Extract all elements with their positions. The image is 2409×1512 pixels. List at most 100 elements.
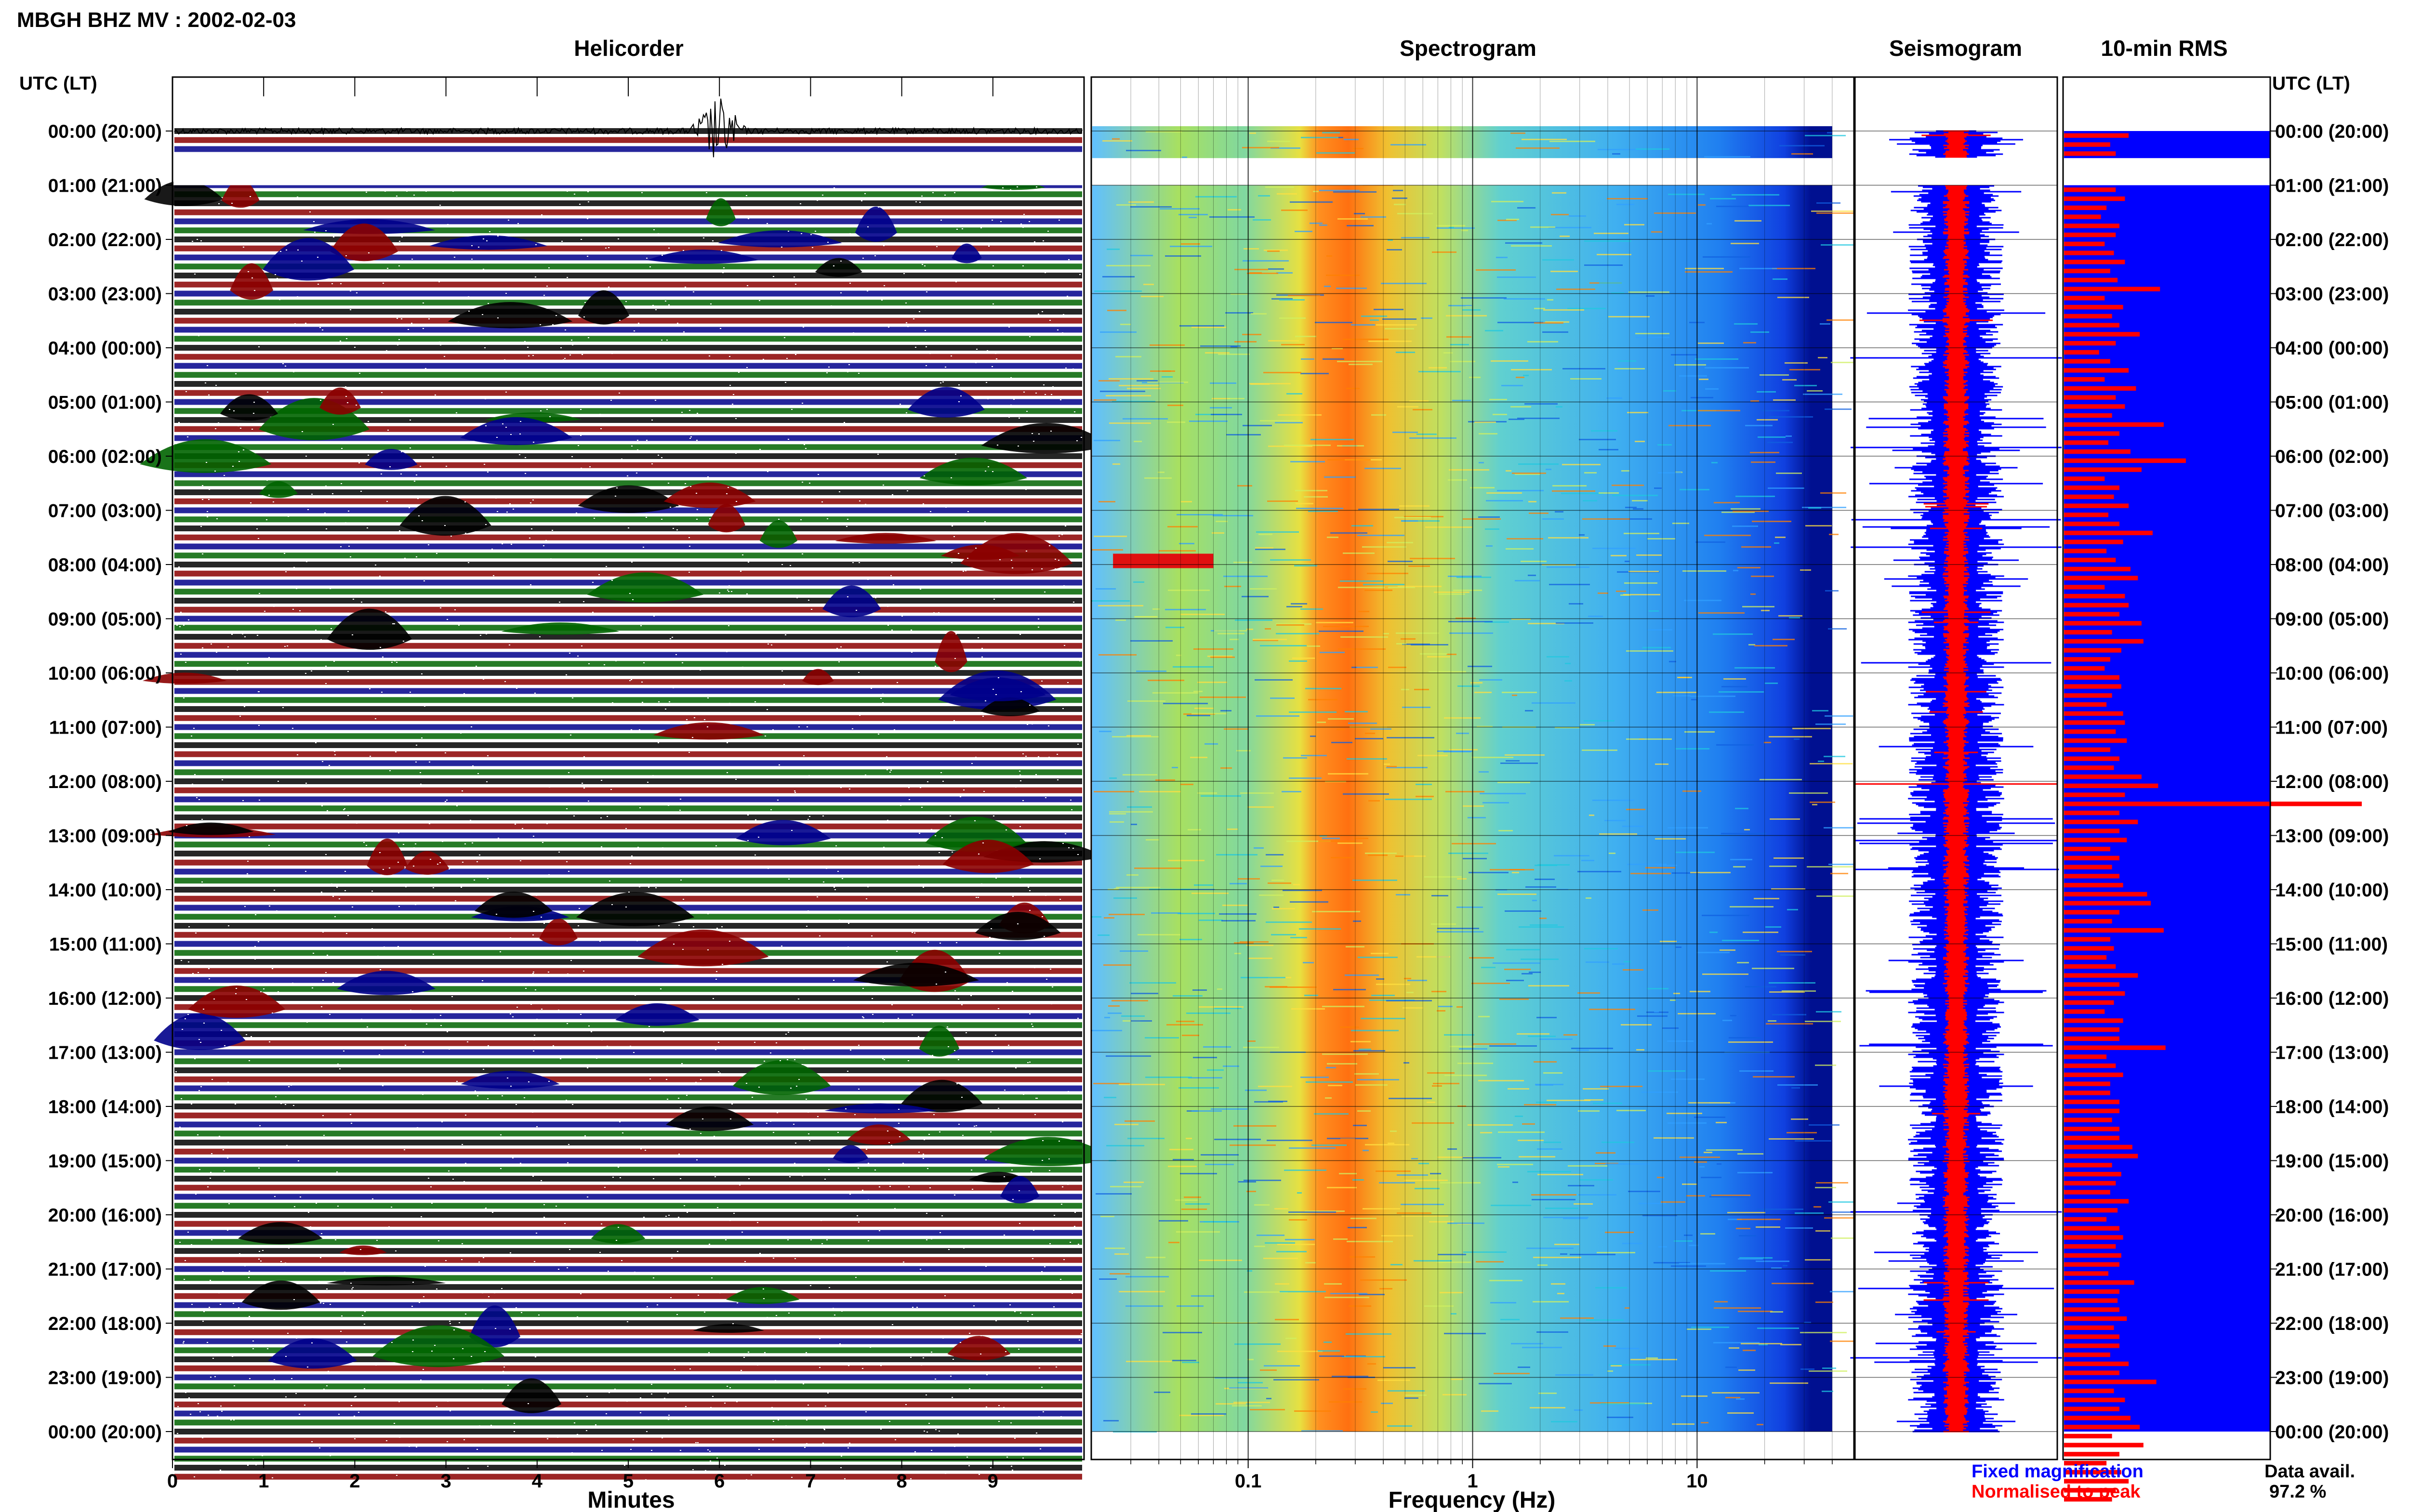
helicorder-speckle xyxy=(504,681,506,682)
helicorder-speckle xyxy=(422,520,423,521)
helicorder-speckle xyxy=(410,1010,411,1011)
helicorder-speckle xyxy=(582,354,583,355)
helicorder-speckle xyxy=(331,283,333,284)
helicorder-speckle xyxy=(899,225,900,226)
helicorder-speckle xyxy=(854,1114,856,1115)
helicorder-speckle xyxy=(662,1437,663,1438)
spectrogram-streak xyxy=(1485,330,1503,331)
helicorder-speckle xyxy=(433,887,434,888)
helicorder-speckle xyxy=(676,1314,678,1315)
helicorder-speckle xyxy=(275,274,276,275)
spectrogram-streak xyxy=(1437,227,1475,229)
helicorder-speckle xyxy=(339,1068,341,1069)
helicorder-speckle xyxy=(892,1324,893,1325)
helicorder-speckle xyxy=(985,1266,987,1267)
helicorder-speckle xyxy=(557,1472,559,1473)
spectrogram-streak xyxy=(1716,744,1754,746)
helicorder-speckle xyxy=(409,1446,410,1447)
spectrogram-streak xyxy=(1099,501,1115,502)
helicorder-speckle xyxy=(224,1310,225,1311)
helicorder-speckle xyxy=(436,1406,437,1407)
helicorder-speckle xyxy=(696,493,697,494)
helicorder-speckle xyxy=(983,791,985,792)
helicorder-speckle xyxy=(757,1222,758,1223)
helicorder-speckle xyxy=(894,729,895,730)
spectrogram-streak xyxy=(1519,1156,1555,1157)
helicorder-speckle xyxy=(712,1396,714,1397)
helicorder-speckle xyxy=(998,1421,1000,1422)
helicorder-speckle xyxy=(912,1300,913,1301)
spectrogram-streak xyxy=(1525,886,1556,888)
spectrogram-streak xyxy=(1394,204,1406,205)
helicorder-speckle xyxy=(449,1321,450,1322)
spectrogram-streak xyxy=(1612,485,1644,486)
helicorder-speckle xyxy=(386,350,387,351)
helicorder-speckle xyxy=(811,903,813,904)
spectrogram-streak xyxy=(1738,1258,1763,1260)
helicorder-speckle xyxy=(665,709,666,710)
spectrogram-streak xyxy=(1251,313,1267,315)
helicorder-speckle xyxy=(423,328,424,329)
spectrogram-streak xyxy=(1552,485,1587,486)
helicorder-speckle xyxy=(498,838,499,839)
spectrogram-streak xyxy=(1512,695,1517,696)
helicorder-speckle xyxy=(840,787,842,788)
helicorder-trace-row xyxy=(174,354,1082,360)
helicorder-speckle xyxy=(715,845,717,846)
spectrogram-streak xyxy=(1491,201,1523,202)
spectrogram-streak xyxy=(1542,331,1568,333)
helicorder-speckle xyxy=(566,861,568,862)
helicorder-speckle xyxy=(709,355,710,356)
helicorder-trace-row xyxy=(174,1185,1082,1191)
helicorder-speckle xyxy=(254,290,255,291)
helicorder-speckle xyxy=(609,1392,610,1393)
helicorder-speckle xyxy=(588,801,589,802)
helicorder-speckle xyxy=(1057,754,1058,755)
helicorder-speckle xyxy=(311,288,313,289)
spectrogram-streak xyxy=(1456,907,1483,908)
spectrogram-streak xyxy=(1179,939,1202,940)
spectrogram-streak xyxy=(1609,853,1615,854)
helicorder-speckle xyxy=(275,1096,277,1097)
spectrogram-streak xyxy=(1668,194,1705,195)
helicorder-speckle xyxy=(437,965,439,966)
helicorder-speckle xyxy=(914,1451,916,1452)
helicorder-speckle xyxy=(840,261,842,262)
helicorder-speckle xyxy=(201,881,203,882)
spectrogram-streak xyxy=(1582,749,1617,751)
helicorder-speckle xyxy=(919,732,920,733)
helicorder-speckle xyxy=(1005,1351,1006,1352)
spectrogram-streak xyxy=(1328,773,1368,775)
spectrogram-streak xyxy=(1517,207,1535,209)
helicorder-speckle xyxy=(864,193,866,194)
helicorder-speckle xyxy=(802,1175,803,1176)
spectrogram-streak xyxy=(1210,657,1235,658)
helicorder-speckle xyxy=(674,1109,675,1110)
helicorder-speckle xyxy=(415,613,417,614)
helicorder-speckle xyxy=(428,912,430,913)
helicorder-speckle xyxy=(941,1215,943,1216)
helicorder-speckle xyxy=(327,759,329,760)
helicorder-speckle xyxy=(778,519,780,520)
helicorder-speckle xyxy=(347,815,349,816)
helicorder-speckle xyxy=(258,346,260,347)
helicorder-speckle xyxy=(961,1097,963,1098)
helicorder-speckle xyxy=(870,1347,871,1348)
helicorder-speckle xyxy=(408,948,410,949)
helicorder-speckle xyxy=(976,1125,977,1126)
spectrogram-streak xyxy=(1769,991,1805,993)
helicorder-speckle xyxy=(1018,342,1019,343)
spectrogram-streak xyxy=(1398,586,1442,587)
helicorder-speckle xyxy=(1048,725,1049,726)
helicorder-speckle xyxy=(217,1416,218,1417)
helicorder-speckle xyxy=(456,1081,458,1082)
helicorder-speckle xyxy=(804,1447,806,1448)
spectrogram-streak xyxy=(1481,967,1496,968)
spectrogram-streak xyxy=(1727,1212,1765,1213)
spectrogram-streak xyxy=(1363,1208,1400,1210)
spectrogram-streak xyxy=(1106,1145,1144,1146)
helicorder-speckle xyxy=(835,845,837,846)
helicorder-speckle xyxy=(1049,545,1050,546)
helicorder-speckle xyxy=(1050,431,1052,432)
helicorder-speckle xyxy=(445,752,446,753)
